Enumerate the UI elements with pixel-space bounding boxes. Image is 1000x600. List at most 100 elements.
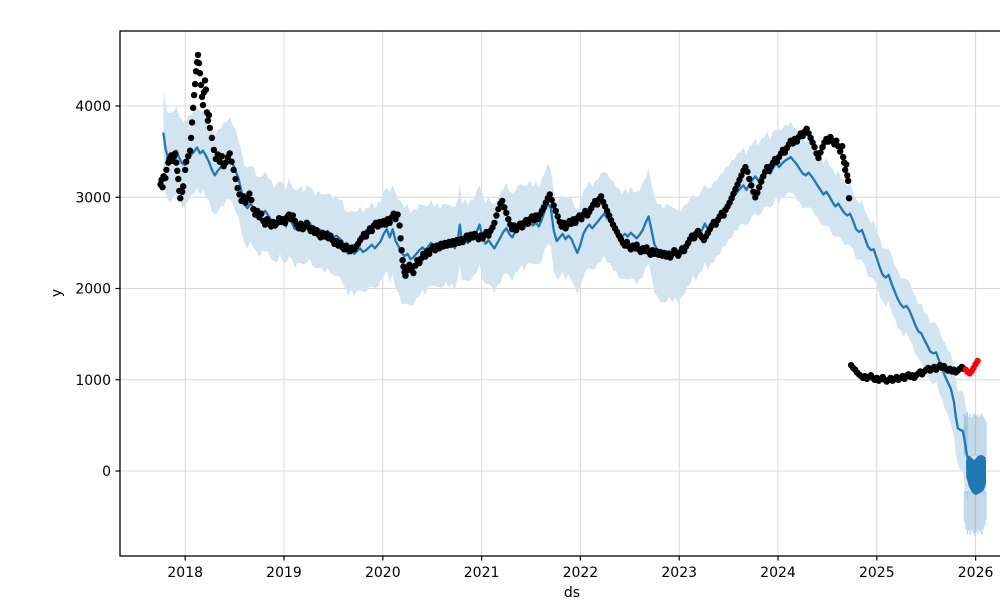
actual-point <box>173 159 180 166</box>
actual-point <box>204 117 212 124</box>
plot-frame <box>119 30 1000 557</box>
actual-point <box>228 158 235 165</box>
actual-point <box>234 184 241 192</box>
actual-point <box>399 257 406 264</box>
actual-point <box>495 205 502 213</box>
actual-point <box>499 197 506 205</box>
actual-point <box>258 210 265 217</box>
uncertainty-band <box>163 90 968 504</box>
y-tick-label: 1000 <box>75 373 111 389</box>
chart-render-root: 2018 2019 2020 2021 2022 2023 2024 2025 2026 0 100… <box>75 30 1000 581</box>
actual-point <box>159 184 166 191</box>
axes-frame <box>119 30 1000 557</box>
actual-point <box>410 269 417 277</box>
actual-point <box>397 235 404 242</box>
x-tick-label: 2019 <box>266 565 302 581</box>
actual-point <box>842 166 849 174</box>
forecast-tail <box>963 412 987 536</box>
actual-point <box>205 111 213 119</box>
actual-point <box>548 196 555 204</box>
actual-point <box>501 204 508 211</box>
actual-point <box>174 167 181 174</box>
x-tick-label: 2025 <box>859 565 895 581</box>
actual-point <box>744 168 751 175</box>
actuals-scatter <box>157 51 967 385</box>
actual-point <box>833 137 840 144</box>
x-tick-label: 2023 <box>661 565 697 581</box>
actual-point <box>196 70 204 77</box>
actual-point <box>844 172 851 179</box>
actual-point <box>758 178 765 185</box>
actual-point <box>840 153 847 161</box>
actual-point <box>754 189 761 196</box>
actual-point <box>183 158 190 165</box>
y-tick-label: 0 <box>102 464 111 480</box>
actual-point <box>210 146 218 153</box>
actual-point <box>232 175 239 183</box>
actual-point <box>172 150 179 157</box>
actual-point <box>218 153 225 160</box>
actual-point <box>839 143 846 150</box>
actual-point <box>402 272 409 279</box>
actual-point <box>843 161 850 168</box>
gridlines <box>120 31 1000 556</box>
actual-point <box>837 148 844 155</box>
actual-point <box>190 91 198 99</box>
x-tick-label: 2020 <box>365 565 401 581</box>
x-tick-label: 2024 <box>760 565 796 581</box>
actual-point <box>398 247 405 254</box>
actual-point <box>162 174 169 182</box>
x-axis-label: ds <box>564 585 580 600</box>
actual-point <box>550 202 557 209</box>
actual-point <box>179 188 186 195</box>
actual-point <box>386 219 393 226</box>
y-tick-label: 2000 <box>75 282 111 298</box>
actual-point <box>201 77 209 84</box>
actual-point <box>195 59 203 67</box>
actual-point <box>175 175 182 183</box>
tail-forecast-blob <box>966 455 986 495</box>
actual-point <box>368 227 376 235</box>
actual-point <box>187 134 195 142</box>
actual-point <box>594 201 601 208</box>
actual-point <box>720 212 727 219</box>
forecast-chart-canvas: 2018 2019 2020 2021 2022 2023 2024 2025 2026 0 100… <box>49 30 1000 600</box>
actual-point <box>208 134 216 142</box>
actual-point <box>756 184 763 191</box>
actual-point <box>394 211 401 218</box>
actual-point <box>815 154 822 162</box>
actual-point <box>505 216 512 223</box>
actual-point <box>199 101 207 109</box>
actual-point <box>817 149 824 156</box>
uncertainty-band-area <box>163 90 968 504</box>
y-axis-label: y <box>49 289 65 297</box>
actual-point <box>281 219 289 226</box>
actual-point <box>222 159 229 166</box>
tick-marks <box>115 105 977 561</box>
actual-point <box>845 195 853 202</box>
actual-point <box>552 207 559 215</box>
recent-actual-point <box>974 357 981 365</box>
actual-point <box>180 183 187 190</box>
actual-point <box>185 153 192 160</box>
actual-point <box>202 86 210 93</box>
actual-point <box>246 190 253 197</box>
actual-point <box>493 212 500 219</box>
actual-point <box>177 195 184 202</box>
actual-point <box>491 219 498 226</box>
actual-point <box>546 191 553 198</box>
actual-point <box>186 147 194 154</box>
x-tick-label: 2018 <box>167 565 203 581</box>
actual-point <box>226 150 233 157</box>
actual-point <box>197 81 205 89</box>
actual-point <box>216 158 223 165</box>
actual-point <box>748 182 755 189</box>
actual-point <box>746 175 753 183</box>
x-tick-label: 2026 <box>958 565 994 581</box>
actual-point <box>191 80 199 88</box>
actual-point <box>206 124 214 132</box>
actual-point <box>163 166 170 174</box>
y-tick-label: 4000 <box>75 99 111 115</box>
actual-point <box>597 193 605 200</box>
actual-point <box>189 104 197 112</box>
